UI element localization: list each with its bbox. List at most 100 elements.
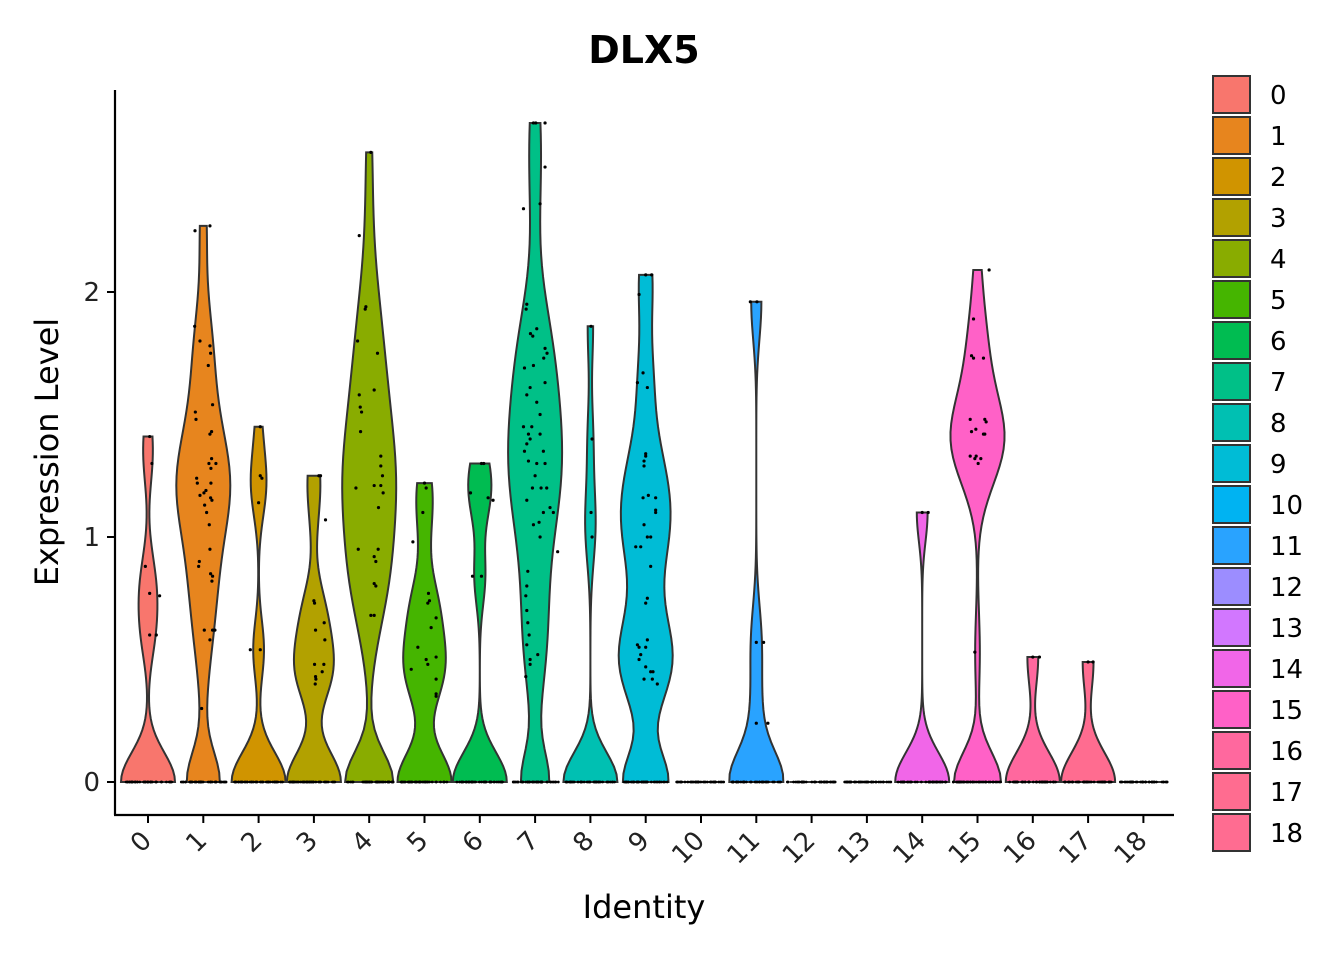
jitter-point-zero [625,780,629,784]
jitter-point [202,491,206,495]
jitter-point-zero [585,780,589,784]
legend-label: 18 [1270,819,1303,849]
jitter-point-zero [582,780,586,784]
legend-label: 12 [1270,573,1303,603]
jitter-point-zero [1077,780,1081,784]
jitter-point-zero [983,780,987,784]
jitter-point [203,503,207,507]
jitter-point [968,417,972,421]
violin-group-16 [1004,655,1061,784]
jitter-point-zero [833,780,837,784]
jitter-point [973,457,977,461]
jitter-point-zero [1038,780,1042,784]
jitter-point [654,510,658,515]
jitter-point-zero [467,780,471,784]
jitter-point [208,638,212,642]
jitter-point [357,234,361,238]
legend-swatch-4 [1212,239,1251,278]
legend-label: 16 [1270,737,1303,767]
jitter-point-zero [145,780,149,784]
violin-group-4 [341,150,398,784]
legend-swatch-1 [1212,116,1251,155]
jitter-point [323,518,328,522]
jitter-point [312,662,317,667]
jitter-point-zero [281,780,284,784]
violin-group-14 [894,510,951,784]
jitter-point-zero [425,780,429,784]
jitter-point-zero [1140,780,1144,784]
jitter-point-zero [686,780,690,784]
jitter-point-zero [474,780,477,784]
jitter-point [318,474,323,478]
jitter-point-zero [644,780,647,784]
jitter-point-zero [613,780,616,784]
jitter-point [971,356,976,360]
jitter-point [530,486,535,490]
violin-9 [617,273,674,783]
jitter-point [148,633,152,637]
jitter-point-zero [1040,780,1044,784]
jitter-point [379,464,383,468]
x-tick-label: 5 [402,826,435,859]
violin-0 [119,435,177,783]
jitter-point [434,677,438,681]
jitter-point-zero [511,780,515,784]
jitter-point-zero [657,780,661,784]
jitter-point [545,351,549,355]
jitter-point-zero [919,780,923,784]
jitter-point-zero [170,780,174,784]
y-tick-label: 1 [83,523,100,553]
jitter-point [374,559,378,564]
jitter-point [1086,660,1090,664]
jitter-point [372,581,376,586]
jitter-point [357,393,361,397]
jitter-point [637,657,641,662]
jitter-point-zero [159,780,163,784]
jitter-point-zero [735,780,738,784]
jitter-point [369,150,373,154]
jitter-point [535,461,539,466]
jitter-point [543,346,547,350]
x-tick-label: 15 [943,826,988,871]
jitter-point [1031,655,1035,659]
jitter-point [258,425,262,429]
jitter-point-zero [941,780,944,784]
legend-label: 13 [1270,614,1303,644]
jitter-point-zero [785,780,789,784]
jitter-point-zero [366,780,369,784]
jitter-point-zero [779,780,782,784]
jitter-point [358,405,362,409]
jitter-point [323,638,327,642]
jitter-point [635,643,640,647]
jitter-point-zero [239,780,243,784]
jitter-point [411,540,415,544]
jitter-point [381,491,385,495]
jitter-point [354,486,358,490]
violin-6 [451,462,508,783]
violin-group-7 [507,121,564,784]
jitter-point [369,613,373,618]
jitter-point-zero [224,780,228,784]
legend-swatch-15 [1212,690,1251,729]
jitter-point-zero [958,780,962,784]
legend-label: 4 [1270,245,1287,275]
jitter-point [545,486,549,490]
jitter-point [766,721,770,725]
jitter-point [491,498,495,502]
jitter-point-zero [1152,780,1156,784]
jitter-point [635,381,640,385]
jitter-point-zero [699,780,703,784]
jitter-point-zero [1131,780,1134,784]
jitter-point [645,638,649,642]
jitter-point [143,564,147,569]
jitter-point-zero [213,780,217,784]
jitter-point [543,121,547,125]
jitter-point [209,457,214,461]
jitter-point-zero [430,780,434,784]
jitter-point [209,496,213,500]
jitter-point [654,508,658,512]
jitter-point-zero [1126,780,1130,784]
jitter-point-zero [988,780,992,784]
jitter-point [209,351,213,355]
